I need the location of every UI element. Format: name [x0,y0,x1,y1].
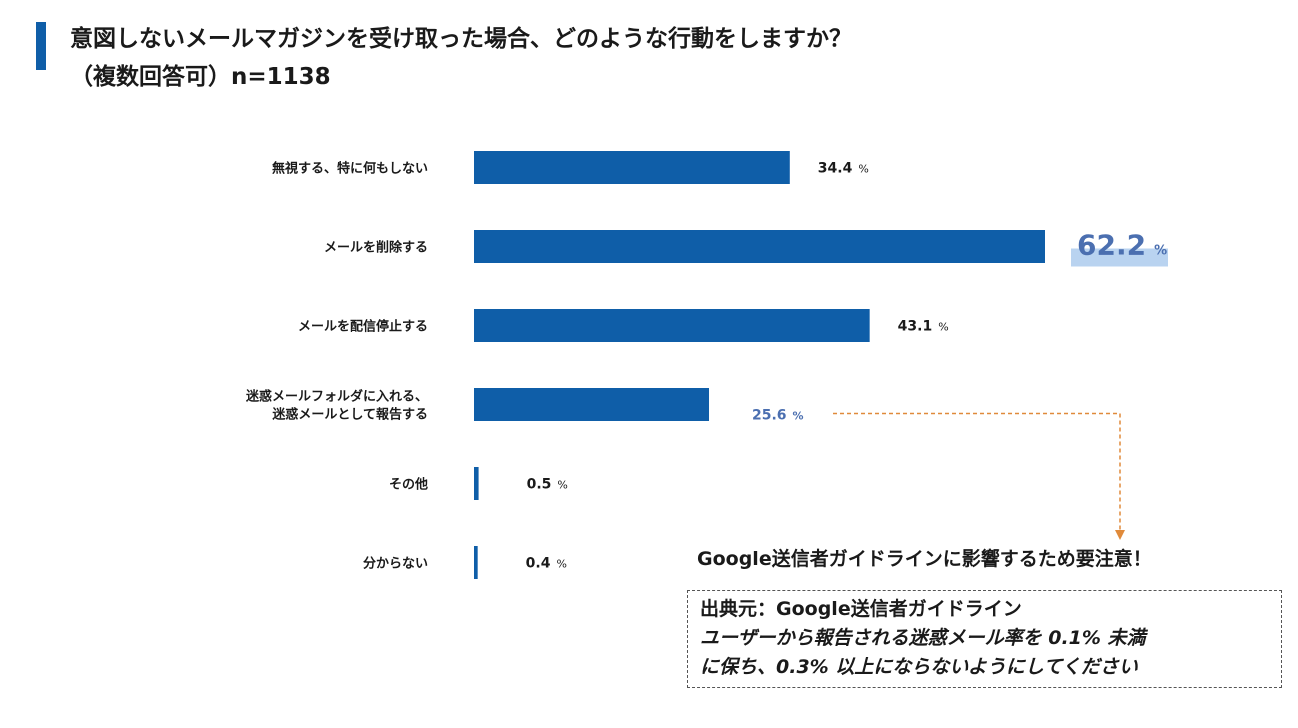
warning-text: Google送信者ガイドラインに影響するため要注意！ [697,548,1152,570]
category-label-line: 無視する、特に何もしない [272,161,428,177]
value-highlight [1071,248,1168,267]
bar [474,388,710,421]
bar [474,151,790,184]
source-quote-line-1: ユーザーから報告される迷惑メール率を 0.1% 未満 [700,627,1146,649]
category-label: その他 [389,477,428,493]
source-quote-line-2: に保ち、0.3% 以上にならないようにしてください [700,656,1138,678]
category-label-line: 迷惑メールフォルダに入れる、 [245,389,428,405]
value-label: 43.1% [898,319,949,335]
bar [474,467,479,500]
value-label: 34.4% [818,161,869,177]
value-number: 62.2 [1077,229,1146,262]
page-title: 意図しないメールマガジンを受け取った場合、どのような行動をしますか？ [70,26,852,52]
bar [474,309,870,342]
value-label: 62.2% [1077,229,1167,262]
value-unit: % [556,558,566,571]
value-number: 43.1 [898,319,933,335]
value-label: 0.4% [526,556,567,572]
category-label: 分からない [363,556,428,572]
value-number: 0.5 [527,477,552,493]
category-label-line: その他 [389,477,428,493]
source-title: 出典元：Google送信者ガイドライン [700,598,1022,620]
value-unit: % [557,479,567,492]
category-label-line: 迷惑メールとして報告する [271,407,428,423]
value-unit: % [938,321,948,334]
value-unit: % [858,163,868,176]
value-label: 25.6% [752,408,804,424]
callout-arrow-head [1115,530,1125,540]
value-unit: % [793,410,804,423]
page-subtitle: （複数回答可）n=1138 [70,64,331,90]
category-label: メールを削除する [324,240,428,256]
category-label: 迷惑メールフォルダに入れる、迷惑メールとして報告する [245,389,428,423]
bar [474,546,478,579]
value-unit: % [1154,244,1167,259]
value-number: 34.4 [818,161,853,177]
value-number: 25.6 [752,408,787,424]
category-label-line: 分からない [363,556,428,572]
value-label: 0.5% [527,477,568,493]
title-accent-bar [36,22,46,70]
category-label: 無視する、特に何もしない [272,161,428,177]
value-number: 0.4 [526,556,551,572]
bar [474,230,1045,263]
category-label-line: メールを配信停止する [298,319,428,335]
callout-arrow-line [833,412,1121,530]
category-label-line: メールを削除する [324,240,428,256]
source-box: 出典元：Google送信者ガイドライン ユーザーから報告される迷惑メール率を 0… [687,590,1282,688]
category-label: メールを配信停止する [298,319,428,335]
